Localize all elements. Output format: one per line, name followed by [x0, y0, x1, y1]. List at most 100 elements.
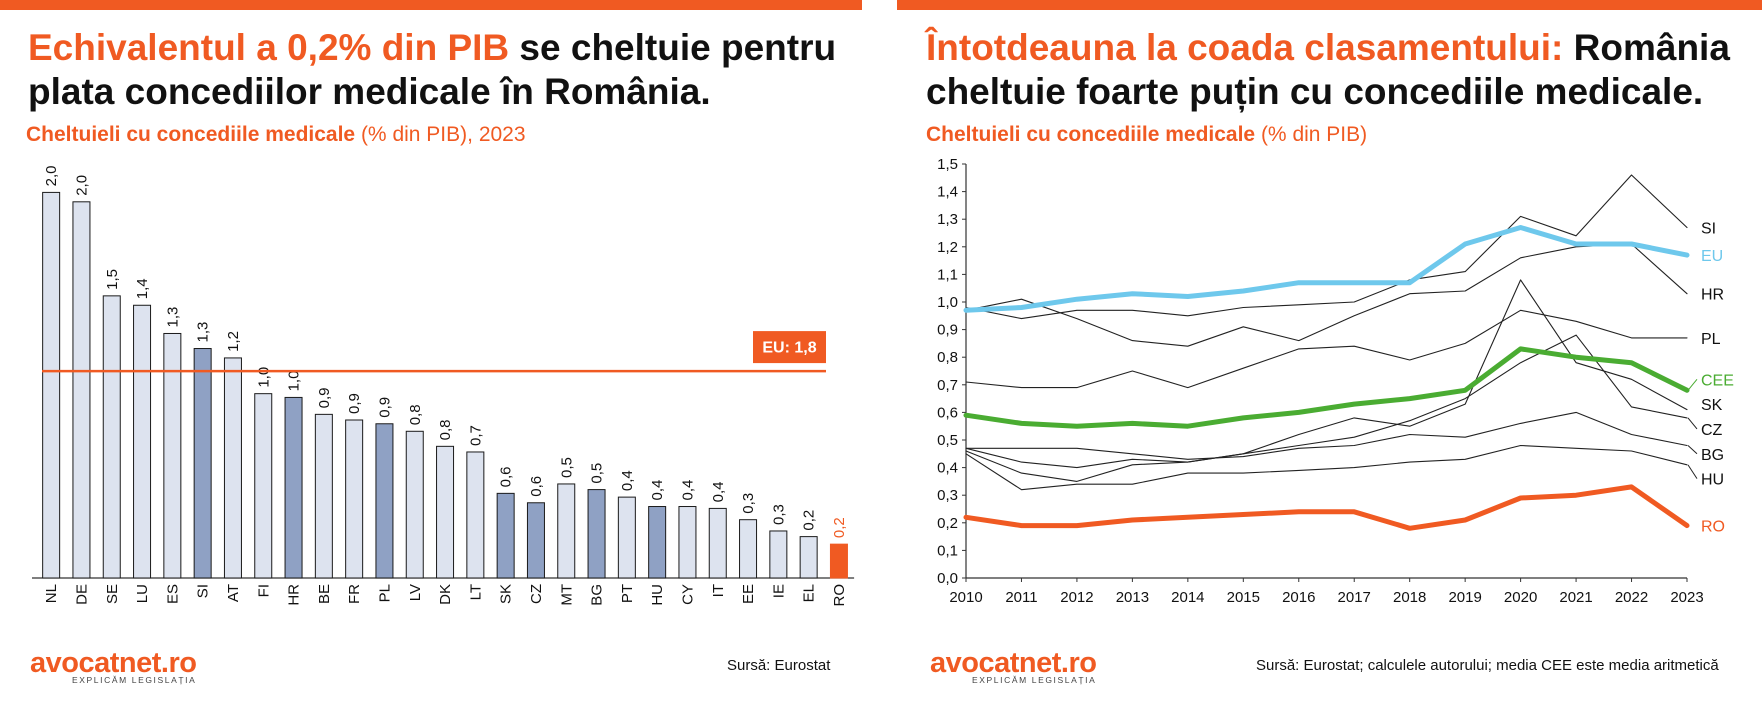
x-tick-label: SI [195, 584, 212, 598]
x-tick-label: FR [346, 584, 363, 604]
x-tick-label: LU [134, 584, 151, 603]
bar-el [799, 536, 818, 579]
bar-ee [739, 519, 758, 579]
bar-be [314, 413, 333, 579]
y-tick-label: 1,0 [937, 294, 958, 311]
y-tick-label: 0,6 [937, 404, 958, 421]
eu-label: EU: 1,8 [762, 340, 816, 357]
right-panel: Întotdeauna la coada clasamentului: Româ… [897, 0, 1762, 702]
y-tick-label: 0,3 [937, 487, 958, 504]
x-tick-label: 2018 [1393, 589, 1426, 606]
bar-value-label: 0,9 [316, 387, 333, 408]
y-tick-label: 1,5 [937, 156, 958, 173]
bar-value-label: 0,2 [831, 517, 848, 538]
right-source: Sursă: Eurostat; calculele autorului; me… [1256, 657, 1719, 674]
bar-es [163, 332, 182, 579]
series-line-pl [965, 309, 1688, 389]
right-title: Întotdeauna la coada clasamentului: Româ… [926, 26, 1762, 114]
series-line-hr [965, 243, 1688, 347]
bar-value-label: 0,2 [801, 510, 818, 531]
series-line-cz [965, 334, 1688, 469]
bar-sk [496, 492, 515, 579]
logo-text: avocatnet.ro [930, 647, 1097, 679]
bar-ro [829, 543, 848, 579]
x-tick-label: HR [286, 584, 303, 606]
y-tick-label: 0,1 [937, 542, 958, 559]
bar-value-label: 0,6 [498, 466, 515, 487]
bar-value-label: 1,2 [225, 331, 242, 352]
right-subtitle: Cheltuieli cu concediile medicale (% din… [926, 123, 1367, 147]
logo-text: avocatnet.ro [30, 647, 197, 679]
label-leader-cee [1687, 378, 1698, 391]
left-title: Echivalentul a 0,2% din PIB se cheltuie … [28, 26, 868, 114]
bar-value-label: 0,3 [770, 504, 787, 525]
series-line-bg [965, 411, 1688, 460]
bar-value-label: 0,9 [376, 397, 393, 418]
y-tick-label: 0,2 [937, 515, 958, 532]
series-end-label-cee: CEE [1701, 372, 1734, 389]
right-logo: avocatnet.ro EXPLICĂM LEGISLAȚIA [930, 647, 1097, 685]
x-tick-label: CZ [528, 584, 545, 604]
x-tick-label: EE [740, 584, 757, 604]
bar-lu [133, 304, 152, 579]
series-line-ro [963, 484, 1690, 531]
right-title-rest: România cheltuie foarte puțin cu concedi… [926, 27, 1730, 112]
bar-value-label: 2,0 [43, 166, 60, 187]
x-tick-label: MT [558, 584, 575, 606]
series-end-label-sk: SK [1701, 397, 1723, 414]
bar-si [193, 348, 212, 579]
bar-value-label: 1,5 [104, 269, 121, 290]
x-tick-label: IT [710, 584, 727, 597]
x-tick-label: DE [73, 584, 90, 605]
x-tick-label: 2012 [1060, 589, 1093, 606]
left-title-rest: se cheltuie pentru plata concediilor med… [28, 27, 837, 112]
bar-fr [345, 419, 364, 579]
x-tick-label: RO [831, 584, 848, 607]
bar-hu [648, 506, 667, 579]
x-tick-label: FI [255, 584, 272, 597]
series-end-label-pl: PL [1701, 331, 1721, 348]
accent-bar [0, 0, 862, 10]
x-tick-label: NL [43, 584, 60, 603]
bar-lv [405, 430, 424, 579]
right-subtitle-rest: (% din PIB) [1255, 123, 1368, 146]
y-tick-label: 1,1 [937, 266, 958, 283]
x-tick-label: PT [619, 584, 636, 603]
x-tick-label: EL [801, 584, 818, 602]
left-logo: avocatnet.ro EXPLICĂM LEGISLAȚIA [30, 647, 197, 685]
left-subtitle: Cheltuieli cu concediile medicale (% din… [26, 123, 526, 147]
series-line-si [965, 174, 1688, 320]
label-leader-cz [1687, 417, 1698, 430]
bar-de [72, 201, 91, 579]
x-tick-label: 2023 [1670, 589, 1703, 606]
bar-value-label: 0,5 [589, 463, 606, 484]
y-tick-label: 1,4 [937, 184, 958, 201]
eu-label-box [753, 331, 826, 364]
y-tick-label: 0,8 [937, 349, 958, 366]
bar-pl [375, 423, 394, 579]
y-tick-label: 0,5 [937, 432, 958, 449]
left-subtitle-bold: Cheltuieli cu concediile medicale [26, 123, 356, 146]
x-tick-label: 2014 [1171, 589, 1204, 606]
x-tick-label: 2017 [1338, 589, 1371, 606]
bar-at [223, 357, 242, 579]
x-tick-label: DK [437, 584, 454, 605]
bar-value-label: 0,4 [710, 482, 727, 503]
bar-value-label: 1,3 [164, 307, 181, 328]
series-end-label-ro: RO [1701, 519, 1725, 536]
x-tick-label: HU [649, 584, 666, 606]
x-tick-label: 2013 [1116, 589, 1149, 606]
bar-mt [557, 483, 576, 579]
bar-value-label: 0,5 [558, 457, 575, 478]
bar-fi [254, 393, 273, 579]
x-tick-label: 2019 [1448, 589, 1481, 606]
y-tick-label: 0,4 [937, 460, 958, 477]
bar-value-label: 0,4 [649, 480, 666, 501]
bar-nl [42, 191, 61, 579]
y-tick-label: 0,9 [937, 322, 958, 339]
bar-cy [678, 506, 697, 579]
left-title-highlight: Echivalentul a 0,2% din PIB [28, 27, 510, 68]
bar-cz [526, 502, 545, 579]
x-tick-label: 2022 [1615, 589, 1648, 606]
bar-hr [284, 396, 303, 579]
